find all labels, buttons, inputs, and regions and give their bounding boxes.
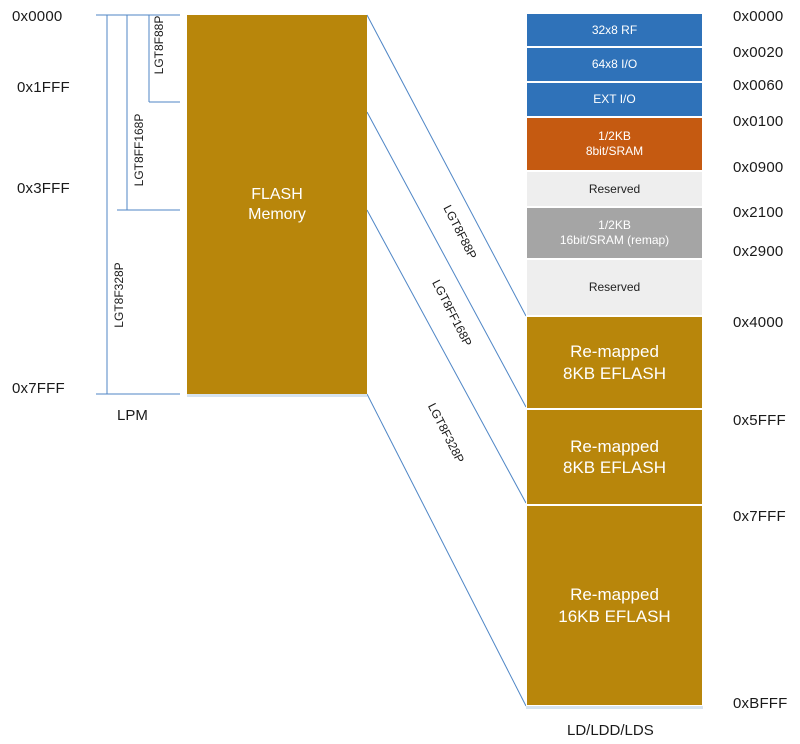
ld-addr-0x2100: 0x2100 [733,204,784,221]
ld-addr-0x5fff: 0x5FFF [733,412,786,429]
bracket-label-lgt8ff168p: LGT8FF168P [132,113,146,187]
lpm-footer-label: LPM [117,407,148,424]
ld-block-32x8-rf: 32x8 RF [526,13,703,47]
ld-addr-0x4000: 0x4000 [733,314,784,331]
map-line-4 [366,393,527,707]
lpm-addr-0x1fff: 0x1FFF [17,79,70,96]
flash-label-line-2: Memory [248,205,306,223]
map-line-2 [366,111,527,408]
ld-block-label: 8bit/SRAM [585,144,644,158]
bracket-label-lgt8f328p: LGT8F328P [112,262,126,328]
map-line-1 [366,14,527,317]
lpm-addr-0x3fff: 0x3FFF [17,180,70,197]
ld-addr-0x0000: 0x0000 [733,8,784,25]
ld-block-label: 16bit/SRAM (remap) [559,233,670,247]
lpm-addr-0x7fff: 0x7FFF [12,380,65,397]
ld-block-shadow [526,706,703,709]
ld-block-label: 32x8 RF [591,22,638,37]
ld-addr-0x0060: 0x0060 [733,77,784,94]
ld-addr-0x2900: 0x2900 [733,243,784,260]
ld-block-label: 1/2KB [598,218,631,232]
ld-footer-label: LD/LDD/LDS [567,722,654,739]
ld-addr-0x7fff: 0x7FFF [733,508,786,525]
ld-block-label: 64x8 I/O [591,57,638,71]
ld-addr-0xbfff: 0xBFFF [733,695,788,712]
ld-block-label: Reserved [588,280,641,294]
ld-block-label: Reserved [588,181,641,196]
ld-block-label: Re-mapped [570,585,659,605]
ld-block-label: Re-mapped [570,342,659,362]
ld-block-label: 1/2KB [598,129,631,143]
ld-addr-0x0020: 0x0020 [733,44,784,61]
ld-block-label: 16KB EFLASH [558,606,671,626]
flash-memory-block: FLASH Memory [187,15,367,394]
ld-block-label: 8KB EFLASH [563,458,666,477]
bracket-label-lgt8f88p: LGT8F88P [152,15,166,75]
ld-block-16bit-sram-remap: 1/2KB 16bit/SRAM (remap) [526,207,703,259]
map-line-3 [366,209,527,504]
ld-block-64x8-io: 64x8 I/O [526,47,703,82]
ld-block-label: Re-mapped [570,436,659,456]
flash-label-line-1: FLASH [251,185,303,203]
ld-addr-0x0900: 0x0900 [733,159,784,176]
ld-block-label: 8KB EFLASH [563,363,666,383]
ld-block-ext-io: EXT I/O [526,82,703,117]
lpm-addr-0x0000: 0x0000 [12,8,63,25]
ld-block-remapped-8kb-eflash-2: Re-mapped 8KB EFLASH [526,409,703,505]
ld-block-remapped-16kb-eflash: Re-mapped 16KB EFLASH [526,505,703,706]
ld-addr-0x0100: 0x0100 [733,113,784,130]
ld-block-remapped-8kb-eflash-1: Re-mapped 8KB EFLASH [526,316,703,409]
ld-block-8bit-sram: 1/2KB 8bit/SRAM [526,117,703,171]
ld-block-label: EXT I/O [593,92,636,106]
flash-block-shadow [187,394,367,397]
ld-block-reserved-1: Reserved [526,171,703,207]
ld-block-reserved-2: Reserved [526,259,703,316]
